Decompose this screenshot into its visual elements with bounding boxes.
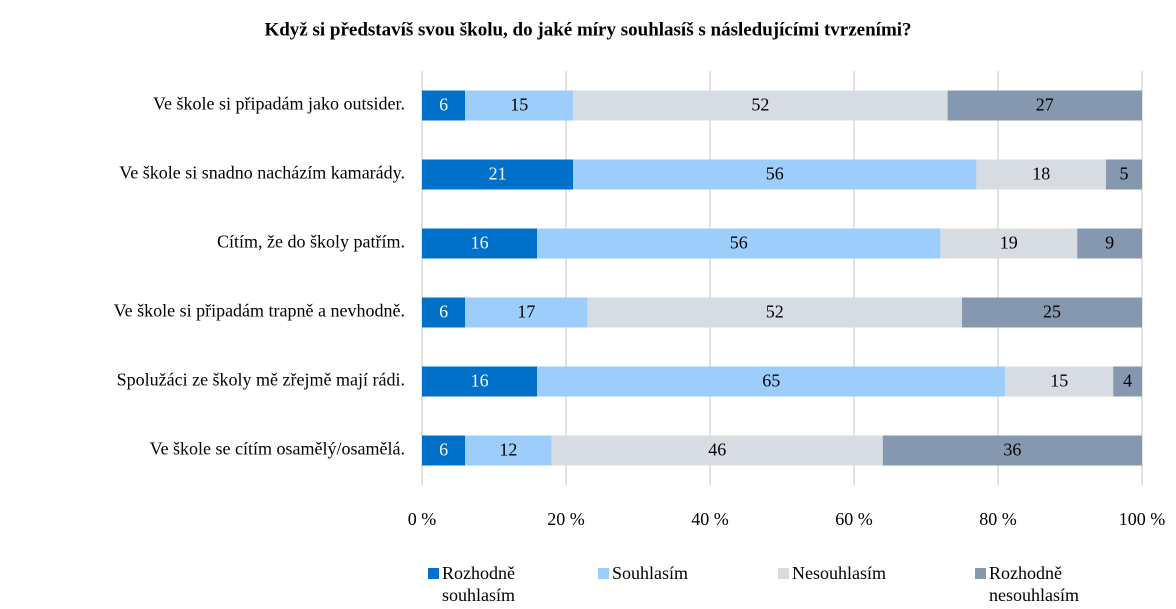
y-tick-label: Cítím, že do školy patřím. [217,232,405,252]
bar-segment [422,228,538,259]
y-tick-label: Ve škole si připadám trapně a nevhodně. [114,301,405,321]
data-label: 16 [471,371,489,391]
data-label: 15 [1050,371,1068,391]
legend-item: Rozhodně souhlasím [428,562,562,606]
data-label: 19 [1000,233,1018,253]
data-label: 52 [766,302,784,322]
data-label: 18 [1032,164,1050,184]
bar-segment [422,366,538,397]
data-label: 6 [439,440,448,460]
bar-segment [551,435,883,466]
data-label: 4 [1123,371,1132,391]
bar-segment [537,366,1006,397]
y-tick-label: Ve škole si snadno nacházím kamarády. [119,163,405,183]
data-label: 16 [471,233,489,253]
data-label: 56 [766,164,784,184]
bar-segment [940,228,1078,259]
bar-segment [976,159,1106,190]
legend-label: Rozhodně souhlasím [442,563,516,605]
data-label: 9 [1105,233,1114,253]
data-label: 27 [1036,95,1054,115]
y-tick-label: Spolužáci ze školy mě zřejmě mají rádi. [117,370,405,390]
bar-segment [537,228,941,259]
legend-label: Rozhodně nesouhlasím [989,563,1079,605]
data-label: 65 [762,371,780,391]
legend-label: Souhlasím [612,563,689,583]
x-tick-label: 80 % [979,509,1017,529]
data-label: 46 [708,440,726,460]
legend-item: Souhlasím [598,562,772,584]
data-label: 25 [1043,302,1061,322]
legend-swatch [778,568,789,579]
bar-segment [962,297,1142,328]
legend-swatch [975,568,986,579]
data-label: 6 [439,302,448,322]
bar-segment [465,297,588,328]
x-tick-label: 20 % [547,509,585,529]
legend-swatch [598,568,609,579]
bar-segment [1077,228,1142,259]
y-tick-label: Ve škole se cítím osamělý/osamělá. [150,439,405,459]
data-label: 17 [517,302,535,322]
data-label: 6 [439,95,448,115]
bar-segment [1113,366,1142,397]
data-label: 36 [1003,440,1021,460]
bar-segment [422,297,466,328]
bar-segment [465,90,574,121]
x-tick-label: 0 % [408,509,437,529]
bar-segment [1005,366,1114,397]
bar-segment [422,90,466,121]
x-tick-label: 40 % [691,509,729,529]
legend-item: Nesouhlasím [778,562,952,584]
bar-segment [422,159,574,190]
bar-segment [422,435,466,466]
y-tick-label: Ve škole si připadám jako outsider. [153,94,405,114]
x-tick-label: 60 % [835,509,873,529]
data-label: 5 [1120,164,1129,184]
bar-segment [947,90,1142,121]
data-label: 12 [499,440,517,460]
data-label: 15 [510,95,528,115]
data-label: 21 [489,164,507,184]
bar-segment [465,435,552,466]
bar-segment [1106,159,1142,190]
legend-item: Rozhodně nesouhlasím [975,562,1109,606]
bar-segment [573,159,977,190]
x-tick-label: 100 % [1119,509,1166,529]
bar-segment [882,435,1142,466]
bar-segment [573,90,948,121]
bar-segment [587,297,962,328]
legend-swatch [428,568,439,579]
data-label: 56 [730,233,748,253]
data-label: 52 [751,95,769,115]
chart-title: Když si představíš svou školu, do jaké m… [264,19,911,40]
legend-label: Nesouhlasím [792,563,886,583]
